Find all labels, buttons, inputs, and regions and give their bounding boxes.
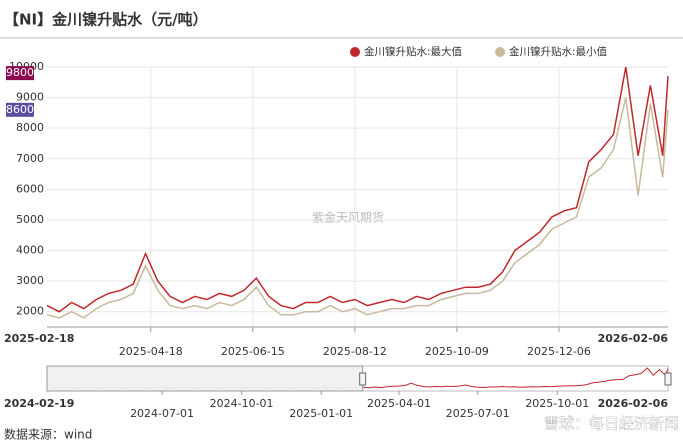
y-tick-label: 5000 bbox=[16, 213, 44, 226]
end-tag-box bbox=[6, 102, 34, 117]
overlay-watermark: 雪球：每日经济新闻 bbox=[544, 415, 679, 433]
navigator-end-label: 2024-02-19 bbox=[4, 397, 74, 410]
navigator-tick-label: 2024-10-01 bbox=[210, 397, 274, 410]
navigator-tick-label: 2025-04-01 bbox=[367, 397, 431, 410]
x-end-label: 2025-02-18 bbox=[4, 332, 74, 345]
navigator-tick-label: 2025-01-01 bbox=[289, 407, 353, 420]
series-line bbox=[46, 66, 669, 313]
y-tick-label: 2000 bbox=[16, 305, 44, 318]
navigator-tick-label: 2024-07-01 bbox=[130, 407, 194, 420]
x-end-label: 2026-02-06 bbox=[598, 332, 669, 345]
end-tag-box bbox=[6, 66, 34, 81]
x-tick-label: 2025-04-18 bbox=[119, 345, 183, 358]
end-tag: 8600 bbox=[6, 103, 34, 116]
navigator-end-label: 2026-02-06 bbox=[598, 397, 669, 410]
chart-title: 【NI】金川镍升贴水（元/吨） bbox=[4, 11, 208, 29]
y-tick-label: 3000 bbox=[16, 274, 44, 287]
navigator-tick-label: 2025-10-01 bbox=[525, 397, 589, 410]
navigator-handle bbox=[664, 372, 672, 386]
legend-marker bbox=[350, 47, 360, 57]
navigator-handle bbox=[359, 372, 367, 386]
y-tick-label: 9000 bbox=[16, 91, 44, 104]
watermark: 紫金天风期货 bbox=[312, 210, 384, 225]
navigator-tick-label: 2025-07-01 bbox=[446, 407, 510, 420]
navigator-mask bbox=[46, 365, 364, 392]
x-tick-label: 2025-12-06 bbox=[527, 345, 591, 358]
end-tag: 9800 bbox=[6, 66, 34, 79]
navigator-line bbox=[362, 367, 669, 389]
source: 数据来源：wind bbox=[4, 427, 92, 442]
legend-marker bbox=[495, 47, 505, 57]
y-tick-label: 4000 bbox=[16, 244, 44, 257]
y-tick-label: 8000 bbox=[16, 121, 44, 134]
x-tick-label: 2025-10-09 bbox=[425, 345, 489, 358]
y-tick-label: 6000 bbox=[16, 182, 44, 195]
series-line bbox=[46, 97, 669, 319]
legend-label: 金川镍升贴水:最小值 bbox=[509, 45, 608, 58]
x-tick-label: 2025-06-15 bbox=[221, 345, 285, 358]
x-tick-label: 2025-08-12 bbox=[323, 345, 387, 358]
y-tick-label: 7000 bbox=[16, 152, 44, 165]
legend-label: 金川镍升贴水:最大值 bbox=[364, 45, 463, 58]
